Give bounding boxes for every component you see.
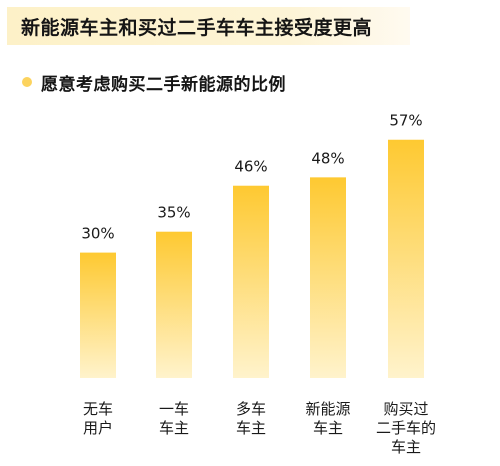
value-label-1: 35% [157,204,190,222]
bar-0 [80,252,116,378]
category-label-1-line-0: 一车 [159,400,189,418]
bar-4 [388,139,424,378]
value-label-4: 57% [389,112,422,130]
bar-2 [233,185,269,378]
category-label-1-line-1: 车主 [159,419,189,437]
category-label-4-line-1: 二手车的 [376,419,436,437]
category-label-0-line-0: 无车 [83,400,113,418]
value-label-0: 30% [81,225,114,243]
bars-layer: 30%无车用户35%一车车主46%多车车主48%新能源车主57%购买过二手车的车… [80,112,436,456]
category-label-4-line-0: 购买过 [383,400,428,418]
bullet-dot-icon [22,77,32,87]
category-label-4-line-2: 车主 [391,438,421,456]
value-label-2: 46% [234,158,267,176]
chart-title: 新能源车主和买过二手车车主接受度更高 [21,16,373,39]
subtitle-row: 愿意考虑购买二手新能源的比例 [22,69,286,95]
bar-1 [156,231,192,378]
value-label-3: 48% [311,149,344,167]
category-label-0-line-1: 用户 [83,419,113,437]
category-label-2-line-1: 车主 [236,419,266,437]
chart-subtitle: 愿意考虑购买二手新能源的比例 [41,74,286,95]
category-label-3-line-1: 车主 [313,419,343,437]
category-label-3-line-0: 新能源 [305,400,350,418]
bar-3 [310,177,346,378]
title-banner: 新能源车主和买过二手车车主接受度更高 [7,7,410,45]
category-label-2-line-0: 多车 [236,400,266,418]
